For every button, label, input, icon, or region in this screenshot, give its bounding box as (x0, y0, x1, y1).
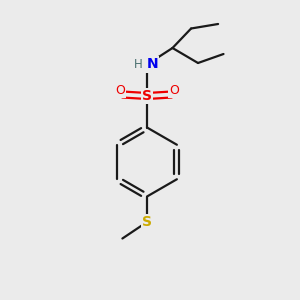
Text: H: H (134, 58, 143, 71)
Text: N: N (147, 58, 158, 71)
Text: O: O (169, 84, 179, 98)
Text: O: O (115, 84, 125, 98)
Text: S: S (142, 89, 152, 103)
Text: S: S (142, 215, 152, 229)
